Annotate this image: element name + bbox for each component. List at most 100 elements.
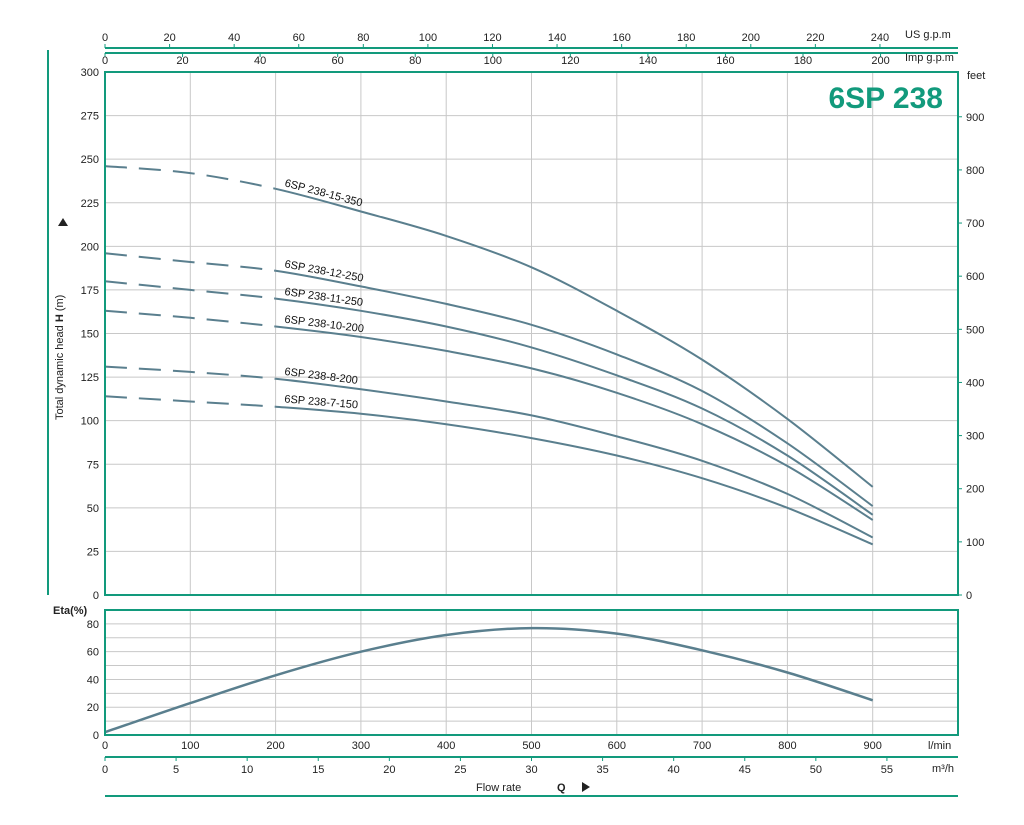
m3h-tick-label: 25 <box>454 764 466 776</box>
imp-gpm-tick-label: 60 <box>332 55 344 67</box>
imp-gpm-tick-label: 200 <box>871 55 889 67</box>
lmin-tick-label: 0 <box>102 740 108 752</box>
lmin-unit-label: l/min <box>928 740 951 752</box>
head-curve-dashed <box>104 395 276 408</box>
us-gpm-tick-label: 220 <box>806 32 824 44</box>
head-plot-frame <box>104 71 959 596</box>
head-curve-dashed <box>104 365 276 380</box>
head-axis-title-prefix: Total dynamic head <box>54 322 66 420</box>
m3h-tick-label: 30 <box>525 764 537 776</box>
m3h-tick-label: 10 <box>241 764 253 776</box>
head-axis-arrow <box>58 218 68 226</box>
lmin-tick-label: 200 <box>266 740 284 752</box>
imp-gpm-tick-label: 0 <box>102 55 108 67</box>
eta-y-tick-label: 20 <box>87 702 99 714</box>
head-y-tick-label: 150 <box>81 329 99 341</box>
curve-label: 6SP 238-12-250 <box>284 258 365 284</box>
imp-gpm-tick-label: 120 <box>561 55 579 67</box>
curve-layer <box>104 165 874 734</box>
head-y-tick-label: 75 <box>87 459 99 471</box>
m3h-tick-label: 50 <box>810 764 822 776</box>
lmin-tick-label: 800 <box>778 740 796 752</box>
feet-tick-label: 100 <box>966 537 984 549</box>
feet-tick-label: 800 <box>966 165 984 177</box>
feet-tick-label: 900 <box>966 112 984 124</box>
imp-gpm-unit-label: Imp g.p.m <box>905 52 954 64</box>
head-curve-dashed <box>104 280 276 300</box>
us-gpm-tick-label: 20 <box>163 32 175 44</box>
imp-gpm-tick-label: 160 <box>716 55 734 67</box>
us-gpm-tick-label: 0 <box>102 32 108 44</box>
feet-tick-label: 0 <box>966 590 972 602</box>
eta-axis-label: Eta(%) <box>53 605 88 617</box>
flow-axis-arrow <box>582 782 590 792</box>
lmin-tick-label: 600 <box>608 740 626 752</box>
us-gpm-tick-label: 60 <box>293 32 305 44</box>
eta-y-tick-label: 0 <box>93 730 99 742</box>
m3h-unit-label: m³/h <box>932 763 954 775</box>
us-gpm-tick-label: 180 <box>677 32 695 44</box>
imp-gpm-tick-label: 80 <box>409 55 421 67</box>
feet-tick-label: 500 <box>966 324 984 336</box>
m3h-tick-label: 5 <box>173 764 179 776</box>
lmin-tick-label: 400 <box>437 740 455 752</box>
feet-tick-label: 400 <box>966 377 984 389</box>
eta-y-tick-label: 80 <box>87 619 99 631</box>
lmin-tick-label: 100 <box>181 740 199 752</box>
eta-y-tick-label: 60 <box>87 647 99 659</box>
lmin-tick-label: 500 <box>522 740 540 752</box>
head-y-tick-label: 300 <box>81 67 99 79</box>
head-curve <box>275 269 874 507</box>
head-axis-title-suffix: (m) <box>54 295 66 315</box>
imp-gpm-tick-label: 40 <box>254 55 266 67</box>
us-gpm-tick-label: 140 <box>548 32 566 44</box>
head-y-tick-label: 250 <box>81 154 99 166</box>
grid-layer <box>105 71 958 736</box>
head-curve-dashed <box>104 165 276 190</box>
m3h-tick-label: 15 <box>312 764 324 776</box>
us-gpm-tick-label: 120 <box>483 32 501 44</box>
m3h-tick-label: 20 <box>383 764 395 776</box>
head-y-tick-label: 25 <box>87 546 99 558</box>
feet-tick-label: 700 <box>966 218 984 230</box>
head-y-tick-label: 200 <box>81 241 99 253</box>
head-curve <box>275 325 874 521</box>
curve-label: 6SP 238-7-150 <box>284 393 359 411</box>
head-curve-dashed <box>104 252 276 272</box>
head-y-tick-label: 0 <box>93 590 99 602</box>
lmin-tick-label: 700 <box>693 740 711 752</box>
us-gpm-tick-label: 200 <box>742 32 760 44</box>
frame-layer <box>47 44 962 797</box>
feet-tick-label: 200 <box>966 484 984 496</box>
us-gpm-tick-label: 80 <box>357 32 369 44</box>
imp-gpm-tick-label: 20 <box>176 55 188 67</box>
head-y-tick-label: 50 <box>87 503 99 515</box>
lmin-tick-label: 900 <box>864 740 882 752</box>
m3h-tick-label: 40 <box>668 764 680 776</box>
head-y-tick-label: 100 <box>81 416 99 428</box>
head-curve-dashed <box>104 309 276 328</box>
m3h-tick-label: 0 <box>102 764 108 776</box>
head-curve <box>275 187 874 488</box>
head-axis-title-symbol: H <box>54 314 66 322</box>
eta-y-tick-label: 40 <box>87 674 99 686</box>
flow-axis-title: Flow rate Q <box>476 782 590 794</box>
us-gpm-unit-label: US g.p.m <box>905 29 951 41</box>
head-y-tick-label: 225 <box>81 198 99 210</box>
flow-axis-title-text: Flow rate <box>476 782 521 794</box>
head-curve <box>275 297 874 516</box>
m3h-tick-label: 45 <box>739 764 751 776</box>
imp-gpm-tick-label: 180 <box>794 55 812 67</box>
head-axis-title: Total dynamic head H (m) <box>54 295 66 420</box>
eta-plot-frame <box>104 609 959 736</box>
head-y-tick-label: 125 <box>81 372 99 384</box>
flow-axis-title-symbol: Q <box>557 782 566 794</box>
head-y-tick-label: 275 <box>81 111 99 123</box>
svg-text:Total dynamic head H (m): Total dynamic head H (m) <box>54 295 66 420</box>
chart-title: 6SP 238 <box>828 82 943 115</box>
head-curve <box>275 377 874 539</box>
feet-tick-label: 300 <box>966 431 984 443</box>
us-gpm-tick-label: 100 <box>419 32 437 44</box>
m3h-tick-label: 35 <box>596 764 608 776</box>
